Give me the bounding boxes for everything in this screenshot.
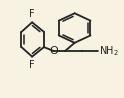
Text: NH$_2$: NH$_2$ (99, 44, 119, 58)
Text: F: F (29, 60, 35, 70)
Text: O: O (49, 46, 58, 56)
Text: F: F (29, 9, 35, 19)
